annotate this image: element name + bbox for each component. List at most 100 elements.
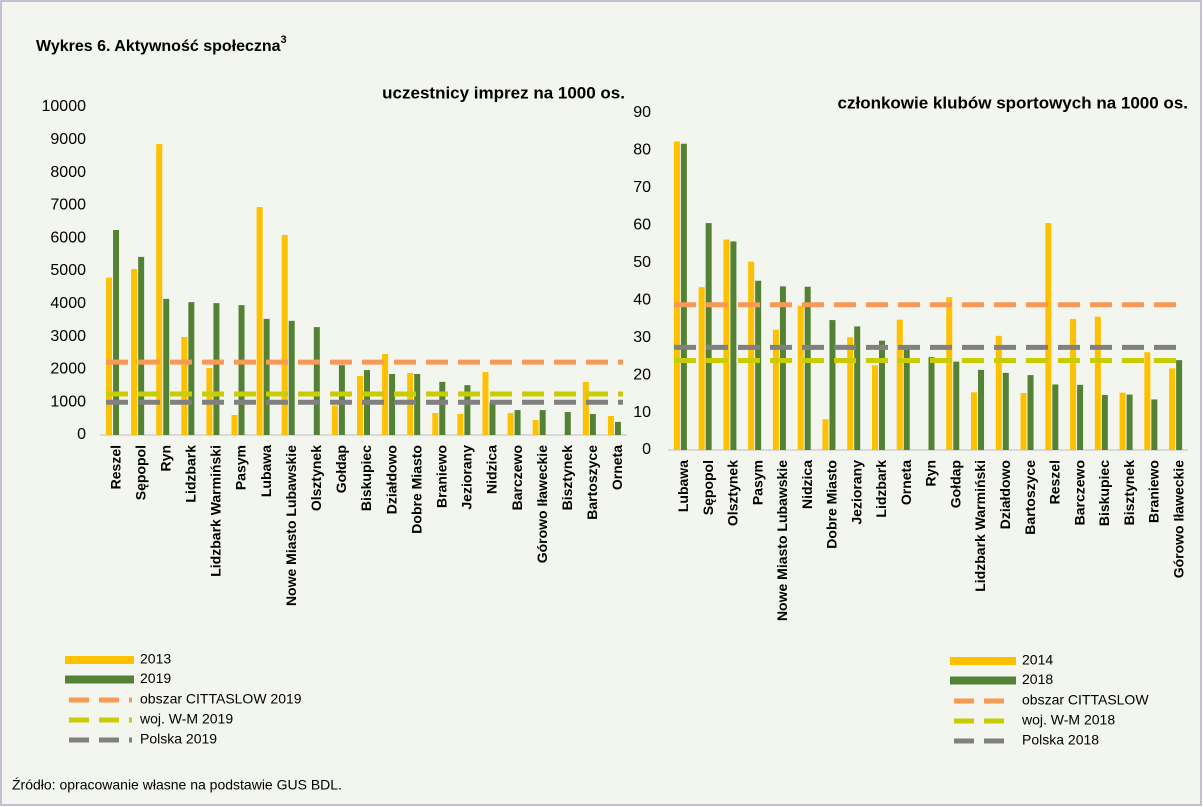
bar: [978, 369, 985, 450]
bar: [928, 357, 935, 450]
y-tick-label: 90: [633, 104, 651, 121]
legend-swatch: [950, 676, 1016, 685]
legend-label: woj. W-M 2019: [139, 711, 233, 727]
bar: [131, 269, 138, 435]
bar: [539, 410, 546, 435]
bar: [1027, 375, 1034, 450]
bar: [903, 345, 910, 450]
bar: [457, 414, 464, 435]
bar: [439, 381, 446, 435]
bar: [878, 340, 885, 450]
bar: [464, 385, 471, 435]
bar: [822, 419, 829, 450]
bar: [755, 280, 762, 450]
bar: [847, 337, 854, 450]
y-tick-label: 2000: [50, 361, 86, 378]
bar: [680, 143, 687, 450]
bar: [138, 256, 145, 435]
y-tick-label: 7000: [50, 197, 86, 214]
x-tick-label: Bartoszyce: [1022, 460, 1038, 535]
bar: [829, 320, 836, 450]
legend-label: Polska 2019: [140, 731, 217, 747]
bar: [389, 373, 396, 435]
x-tick-label: Orneta: [898, 460, 914, 505]
y-tick-label: 60: [633, 217, 651, 234]
y-tick-label: 6000: [50, 229, 86, 246]
bar: [414, 373, 421, 435]
x-tick-label: Jeziorany: [848, 460, 864, 525]
x-tick-label: Biskupiec: [1096, 460, 1112, 526]
legend-label: 2013: [140, 651, 171, 667]
y-tick-label: 0: [642, 441, 651, 458]
bar: [995, 335, 1002, 450]
bar: [281, 234, 288, 435]
bar: [772, 329, 779, 450]
x-tick-label: Braniewo: [1146, 460, 1162, 523]
legend-swatch: [65, 675, 134, 684]
x-tick-label: Braniewo: [433, 445, 449, 508]
bar: [614, 421, 621, 435]
x-tick-label: Nidzica: [484, 445, 500, 494]
x-tick-label: Górowo Iławeckie: [534, 445, 550, 563]
x-tick-label: Sępopol: [700, 460, 716, 515]
bar: [589, 414, 596, 435]
bar: [1070, 318, 1077, 450]
bar: [804, 286, 811, 450]
bar: [1126, 394, 1133, 450]
x-tick-label: Bartoszyce: [584, 445, 600, 520]
bar: [971, 392, 978, 450]
bar: [507, 413, 514, 435]
bar: [514, 410, 521, 435]
bar: [357, 375, 363, 435]
bar: [673, 141, 680, 451]
bar: [730, 241, 737, 450]
bar: [106, 277, 113, 435]
x-tick-label: Lidzbark Warmiński: [972, 460, 988, 592]
bar: [1101, 394, 1108, 450]
y-tick-label: 70: [633, 179, 651, 196]
bar: [953, 361, 960, 450]
x-tick-label: Sępopol: [132, 445, 148, 500]
figure-title: Wykres 6. Aktywność społeczna3: [36, 34, 287, 55]
y-tick-label: 20: [633, 366, 651, 383]
x-tick-label: Ryn: [157, 445, 173, 471]
title-text: Wykres 6. Aktywność społeczna: [36, 38, 281, 55]
x-tick-label: Orneta: [609, 445, 625, 490]
y-tick-label: 3000: [50, 328, 86, 345]
x-tick-label: Olsztynek: [308, 445, 324, 511]
y-tick-label: 40: [633, 291, 651, 308]
bar: [723, 239, 730, 450]
x-tick-label: Górowo Iławeckie: [1170, 460, 1186, 578]
x-tick-label: Olsztynek: [725, 460, 741, 526]
bar: [1144, 352, 1151, 450]
bar: [705, 223, 712, 450]
x-tick-label: Bisztynek: [1121, 460, 1137, 526]
x-tick-label: Barczewo: [509, 445, 525, 510]
legend-label: 2019: [140, 670, 171, 686]
bar: [1077, 384, 1084, 450]
bar: [313, 327, 320, 435]
legend-label: 2018: [1022, 671, 1053, 687]
bar: [231, 414, 238, 435]
legend-label: obszar CITTASLOW: [1022, 692, 1149, 708]
y-tick-label: 80: [633, 142, 651, 159]
y-tick-label: 0: [77, 426, 86, 443]
y-tick-label: 1000: [50, 393, 86, 410]
y-tick-label: 8000: [50, 164, 86, 181]
y-tick-label: 9000: [50, 131, 86, 148]
legend-swatch: [950, 657, 1016, 665]
x-tick-label: Biskupiec: [358, 445, 374, 511]
bar: [896, 319, 903, 450]
bar: [564, 412, 571, 435]
legend-label: woj. W-M 2018: [1021, 712, 1115, 728]
bar: [482, 372, 489, 435]
legend-label: 2014: [1022, 652, 1053, 668]
x-tick-label: Dobre Miasto: [824, 460, 840, 549]
y-tick-label: 10: [633, 404, 651, 421]
bar: [238, 305, 245, 435]
x-tick-label: Lidzbark: [183, 445, 199, 503]
bar: [263, 318, 270, 435]
bar: [748, 261, 755, 450]
x-tick-label: Dobre Miasto: [408, 445, 424, 534]
bar: [331, 405, 338, 435]
